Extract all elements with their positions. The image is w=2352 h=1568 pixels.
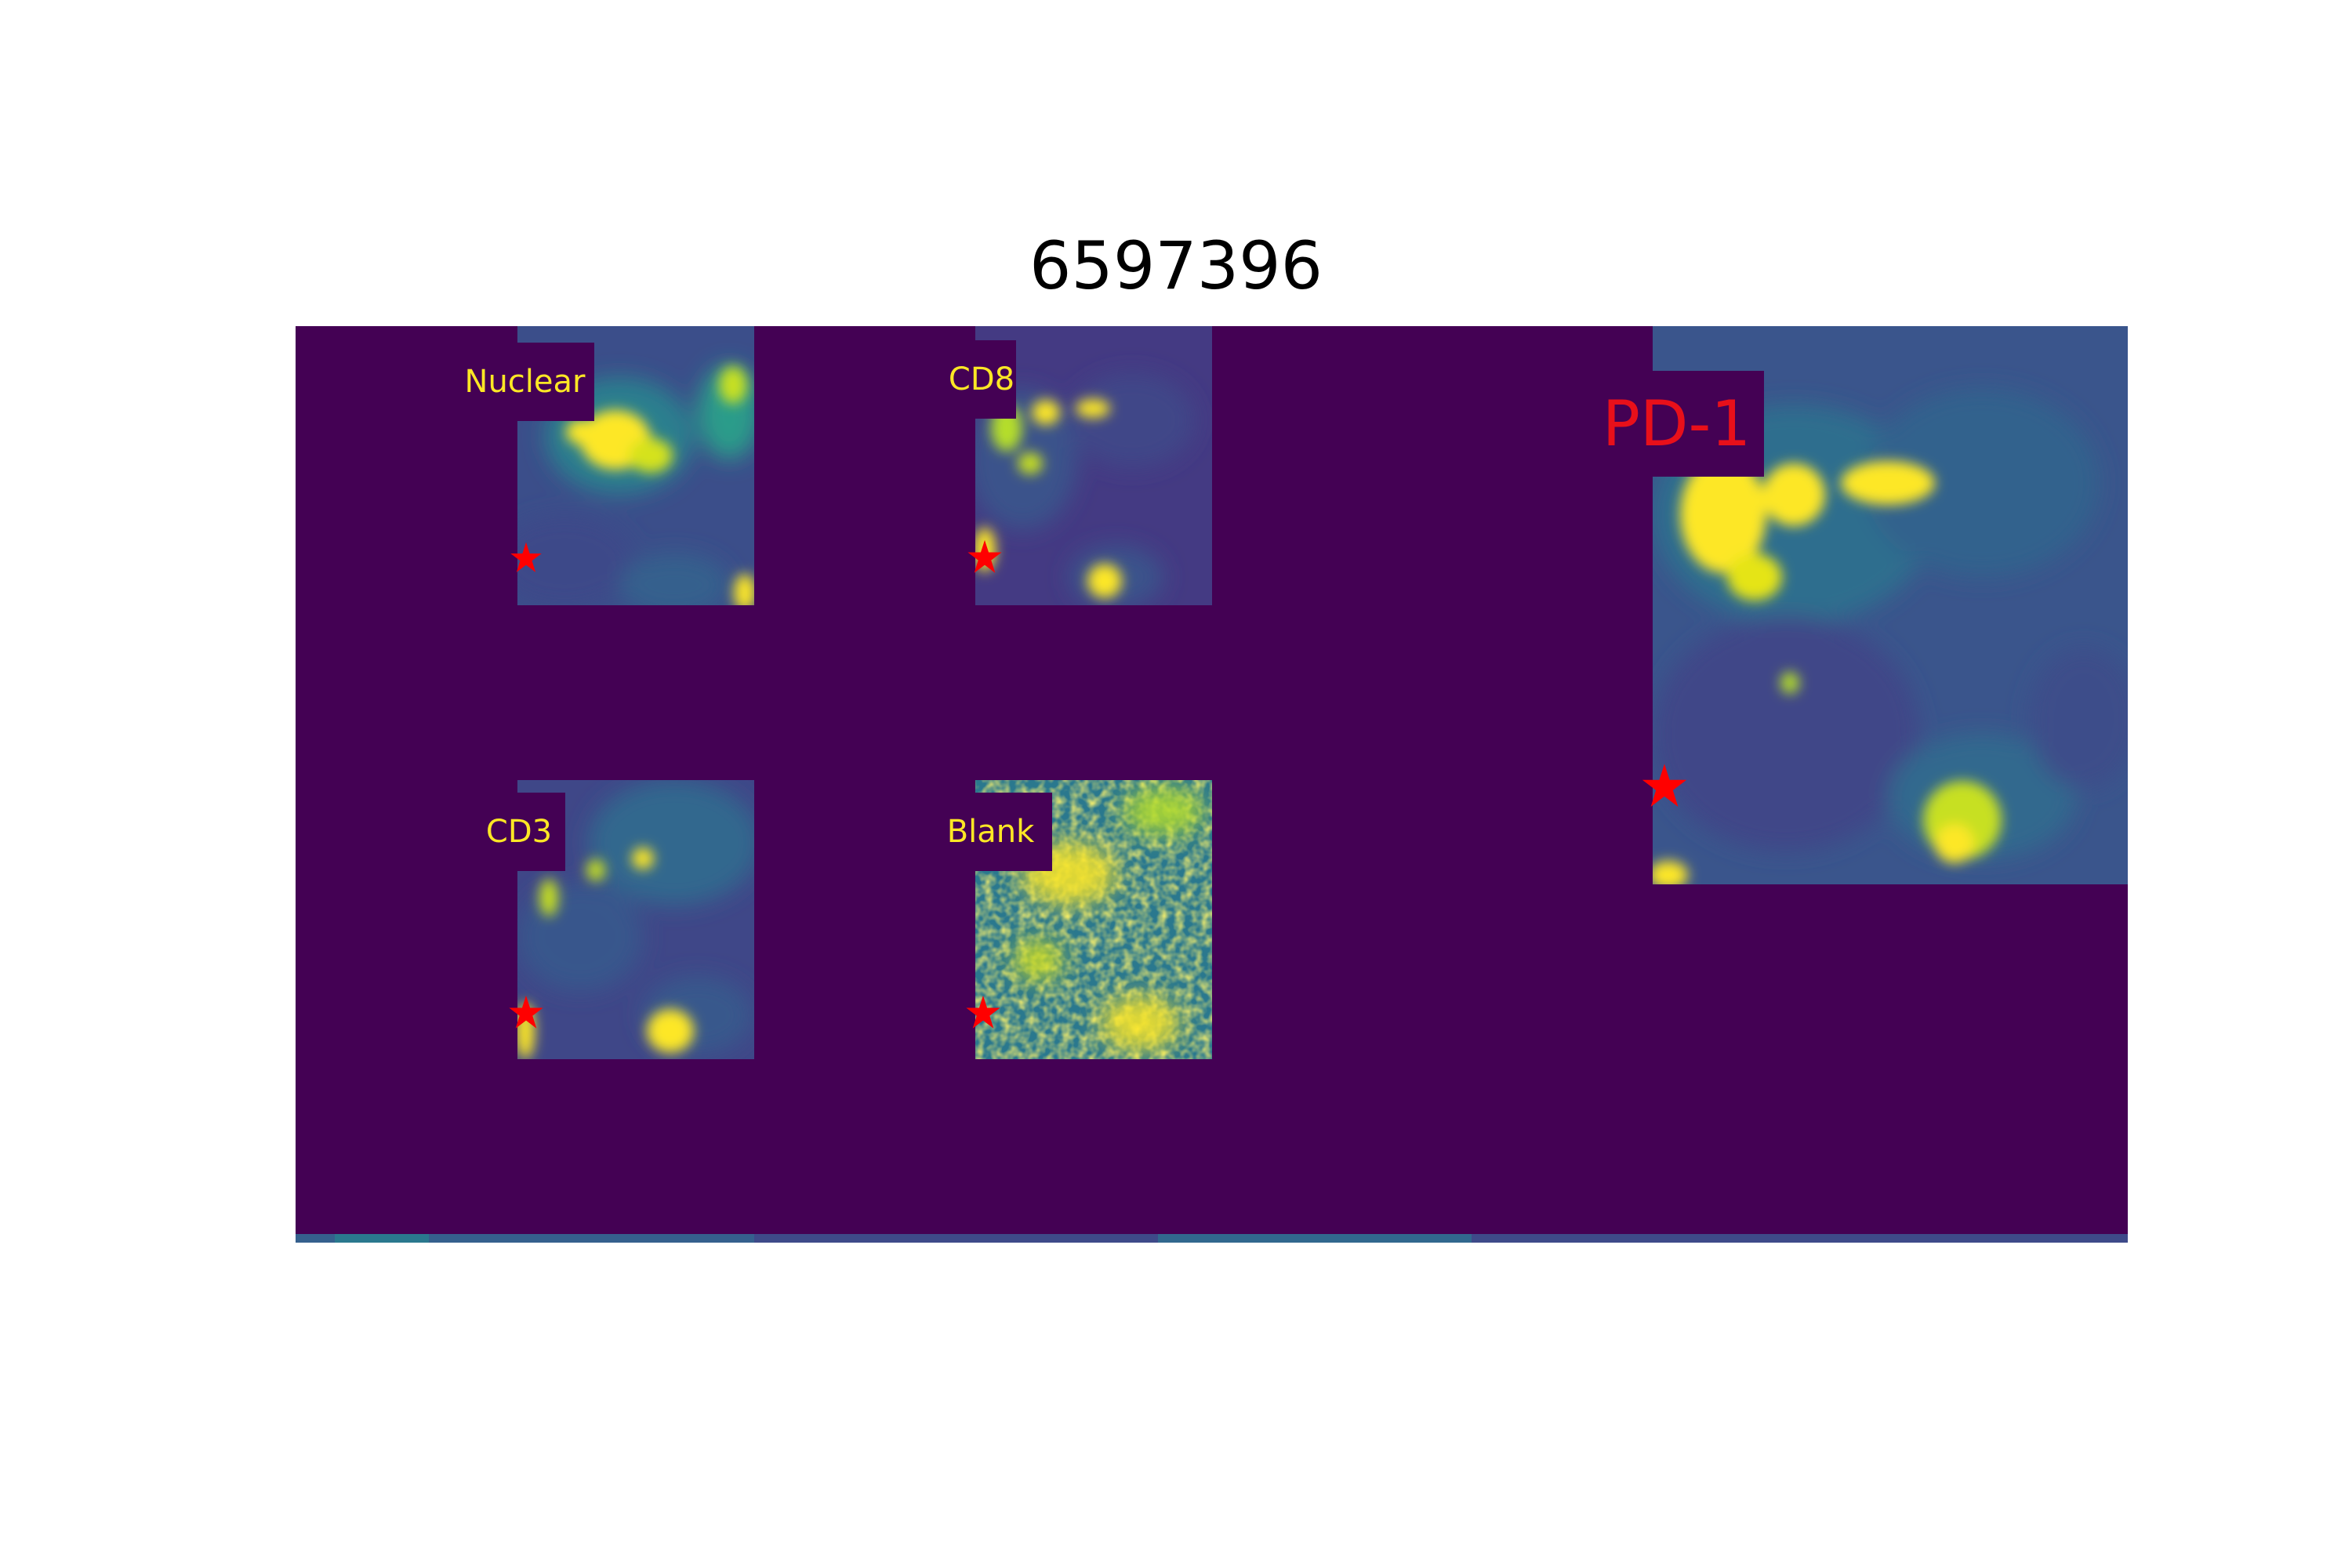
nuclear-label: Nuclear [456,343,594,421]
marker-star-icon [509,995,543,1029]
pd1-image-panel [1653,326,2128,884]
marker-star-icon [1642,764,1687,807]
bottom-edge-strip [296,1234,2128,1243]
cd3-image-panel [517,780,754,1059]
figure-title: 6597396 [1029,227,1323,304]
marker-star-icon [510,542,542,572]
nuclear-image-panel [517,326,754,605]
cd3-label: CD3 [473,793,565,871]
marker-star-icon [966,995,1000,1029]
blank-label: Blank [929,793,1052,871]
pd1-label: PD-1 [1589,371,1764,477]
marker-star-icon [967,539,1002,573]
image-canvas: Nuclear CD8 [296,326,2128,1243]
cd8-label: CD8 [947,340,1016,419]
